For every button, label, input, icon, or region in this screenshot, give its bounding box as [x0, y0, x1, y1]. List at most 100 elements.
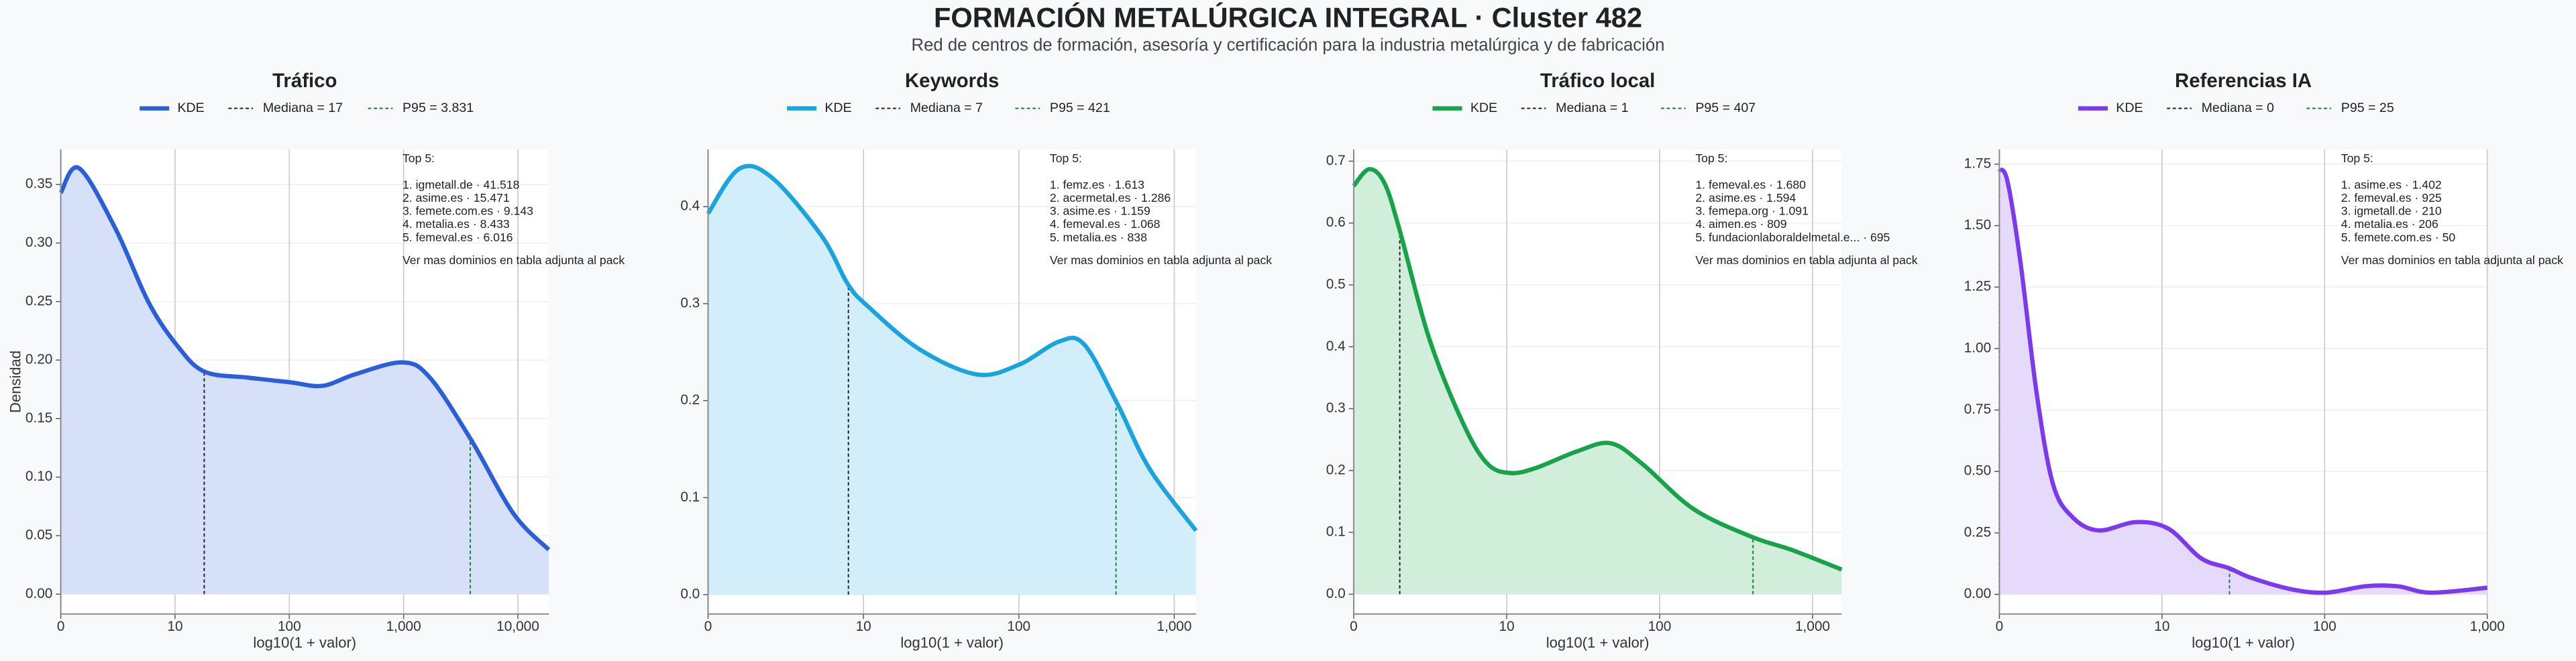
annotation-item: 2. acermetal.es · 1.286: [1050, 191, 1171, 204]
panel-title: Keywords: [905, 70, 999, 92]
annotation-title: Top 5:: [2341, 152, 2373, 165]
panel: Referencias IA 0.00 0.25 0.50 0.75 1.00 1.25 1.…: [1964, 70, 2563, 651]
annotation-note: Ver mas dominios en tabla adjunta al pac…: [2341, 253, 2563, 267]
y-tick-label: 0.6: [1326, 215, 1346, 230]
y-tick-label: 0.0: [1326, 586, 1346, 601]
annotation-item: 2. femeval.es · 925: [2341, 191, 2442, 204]
annotation-item: 3. femepa.org · 1.091: [1695, 204, 1809, 218]
x-tick-label: 0: [1350, 619, 1358, 634]
y-tick-label: 0.4: [1326, 339, 1346, 354]
annotation-item: 4. metalia.es · 8.433: [402, 217, 510, 231]
kde-line: [1352, 167, 1843, 572]
x-tick-label: 10: [856, 619, 871, 634]
legend-label: P95 = 407: [1695, 101, 1756, 115]
kde-area: [1999, 169, 2487, 595]
legend-label: KDE: [1470, 101, 1497, 115]
annotation-item: 2. asime.es · 15.471: [402, 191, 510, 204]
x-tick-label: 10,000: [496, 619, 539, 634]
kde-line: [706, 164, 1198, 532]
kde-area: [1353, 169, 1842, 595]
annotation-item: 3. femete.com.es · 9.143: [402, 204, 533, 218]
y-tick-label: 1.75: [1964, 156, 1991, 171]
x-axis-label: log10(1 + valor): [2192, 634, 2295, 651]
x-tick-label: 100: [1648, 619, 1672, 634]
panel: Tráfico 0.00 0.05 0.10 0.15 0.20 0.25 0.30 0.35 0…: [7, 70, 625, 651]
page-subtitle: Red de centros de formación, asesoría y …: [912, 36, 1665, 54]
annotation-note: Ver mas dominios en tabla adjunta al pac…: [1050, 253, 1272, 267]
kde-line: [58, 165, 551, 552]
y-axis-label: Densidad: [7, 351, 23, 413]
x-tick-label: 10: [2154, 619, 2169, 634]
annotation-item: 1. asime.es · 1.402: [2341, 178, 2442, 191]
annotation-title: Top 5:: [402, 152, 435, 165]
y-tick-label: 0.20: [25, 352, 52, 367]
x-axis-label: log10(1 + valor): [900, 634, 1004, 651]
x-tick-label: 100: [1007, 619, 1030, 634]
annotation-title: Top 5:: [1695, 152, 1727, 165]
annotation-item: 5. metalia.es · 838: [1050, 231, 1147, 244]
x-tick-label: 10: [1499, 619, 1514, 634]
x-tick-label: 1,000: [1157, 619, 1191, 634]
annotation-item: 1. femz.es · 1.613: [1050, 178, 1144, 191]
annotation-item: 4. femeval.es · 1.068: [1050, 217, 1161, 231]
annotation-item: 5. femete.com.es · 50: [2341, 231, 2456, 244]
x-axis-label: log10(1 + valor): [1546, 634, 1650, 651]
kde-area: [60, 167, 549, 595]
annotation-item: 1. igmetall.de · 41.518: [402, 178, 520, 191]
y-tick-label: 0.05: [25, 527, 52, 542]
panel-title: Tráfico: [272, 70, 337, 92]
panel: Keywords 0.0 0.1 0.2 0.3 0.4 0 10 100 1,000 KDE Med…: [680, 70, 1272, 651]
annotation-item: 5. femeval.es · 6.016: [402, 231, 513, 244]
x-tick-label: 0: [57, 619, 65, 634]
x-tick-label: 1,000: [386, 619, 421, 634]
legend-label: P95 = 421: [1050, 101, 1110, 115]
annotation-item: 1. femeval.es · 1.680: [1695, 178, 1806, 191]
legend-label: Mediana = 0: [2202, 101, 2274, 115]
legend-label: KDE: [824, 101, 851, 115]
page-title: FORMACIÓN METALÚRGICA INTEGRAL · Cluster…: [934, 1, 1642, 33]
y-tick-label: 0.2: [1326, 462, 1346, 477]
y-tick-label: 0.3: [680, 295, 700, 310]
y-tick-label: 0.25: [25, 293, 52, 308]
legend-label: P95 = 3.831: [402, 101, 474, 115]
y-tick-label: 0.25: [1964, 524, 1991, 540]
y-tick-label: 0.00: [1964, 586, 1991, 601]
annotation-item: 2. asime.es · 1.594: [1695, 191, 1796, 204]
y-tick-label: 0.75: [1964, 402, 1991, 417]
annotation-item: 5. fundacionlaboraldelmetal.e... · 695: [1695, 231, 1890, 244]
x-tick-label: 10: [167, 619, 182, 634]
y-tick-label: 1.00: [1964, 340, 1991, 355]
x-tick-label: 100: [278, 619, 301, 634]
annotation-item: 4. metalia.es · 206: [2341, 217, 2438, 231]
y-tick-label: 0.35: [25, 176, 52, 192]
y-tick-label: 0.7: [1326, 153, 1346, 168]
x-tick-label: 1,000: [2470, 619, 2505, 634]
kde-line: [1997, 167, 2488, 595]
y-tick-label: 0.30: [25, 235, 52, 250]
legend-label: Mediana = 7: [910, 101, 983, 115]
y-tick-label: 0.0: [680, 587, 700, 602]
annotation-note: Ver mas dominios en tabla adjunta al pac…: [1695, 253, 1917, 267]
x-tick-label: 0: [704, 619, 712, 634]
x-tick-label: 1,000: [1795, 619, 1830, 634]
legend-label: P95 = 25: [2341, 101, 2394, 115]
y-tick-label: 0.1: [680, 489, 700, 505]
panel: Tráfico local 0.0 0.1 0.2 0.3 0.4 0.5 0.6 0.7 0 10…: [1326, 70, 1918, 651]
annotation-item: 4. aimen.es · 809: [1695, 217, 1786, 231]
legend-label: Mediana = 17: [263, 101, 343, 115]
y-tick-label: 0.00: [25, 586, 52, 601]
annotation-item: 3. asime.es · 1.159: [1050, 204, 1150, 218]
legend-label: Mediana = 1: [1556, 101, 1628, 115]
annotation-note: Ver mas dominios en tabla adjunta al pac…: [402, 253, 625, 267]
y-tick-label: 0.10: [25, 469, 52, 484]
panel-title: Referencias IA: [2175, 70, 2312, 92]
x-axis-label: log10(1 + valor): [253, 634, 356, 651]
x-tick-label: 100: [2313, 619, 2337, 634]
legend-label: KDE: [2116, 101, 2143, 115]
y-tick-label: 0.5: [1326, 276, 1346, 292]
y-tick-label: 1.50: [1964, 217, 1991, 233]
legend-label: KDE: [177, 101, 204, 115]
y-tick-label: 0.1: [1326, 524, 1346, 540]
annotation-item: 3. igmetall.de · 210: [2341, 204, 2442, 218]
